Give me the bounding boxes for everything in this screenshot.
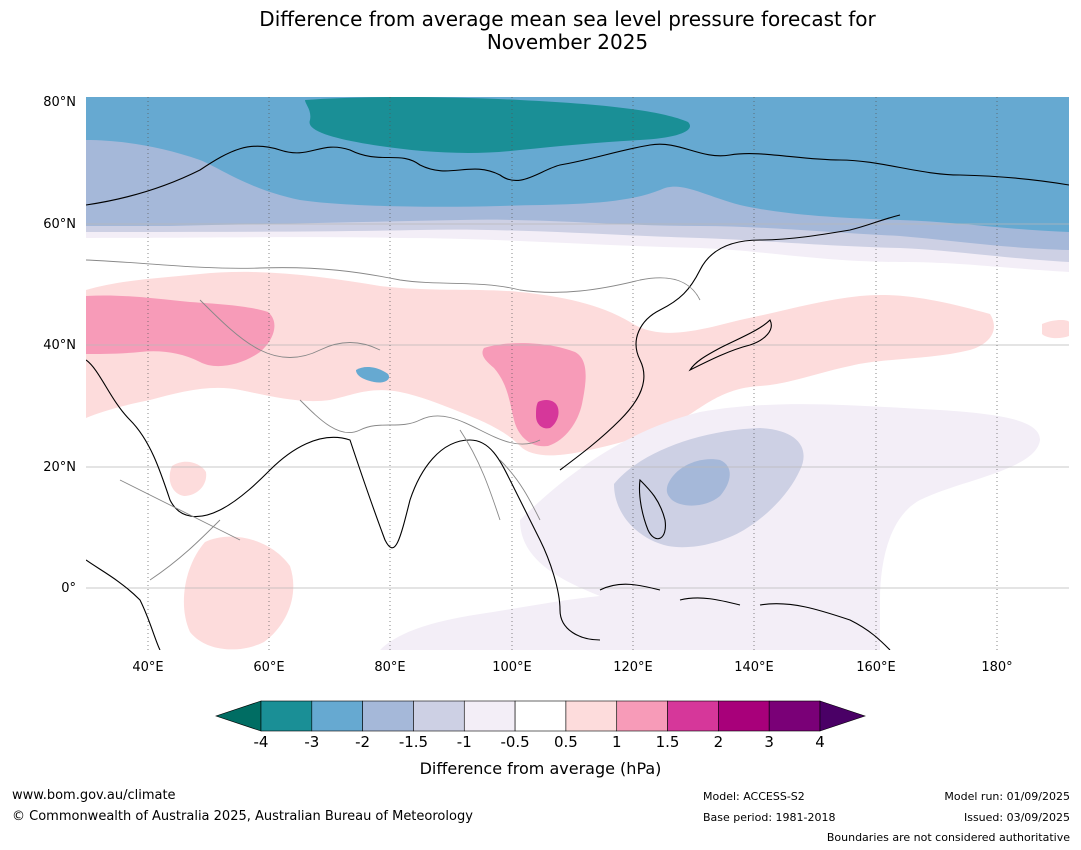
lat-label-40n: 40°N [43,338,76,353]
anomaly-region-plus-1-china [482,343,586,447]
colorbar-extend-low [215,700,262,732]
latitude-gridlines [86,223,1069,589]
lon-label-60e: 60°E [253,660,285,675]
map-content [86,97,1069,650]
colorbar-tick-label: -0.5 [500,733,530,751]
colorbar-tick-label: 0.5 [553,733,578,751]
issued-date: Issued: 03/09/2025 [963,811,1070,824]
lon-label-160e: 160°E [856,660,896,675]
model-run-date: Model run: 01/09/2025 [944,790,1070,803]
copyright-text: © Commonwealth of Australia 2025, Austra… [12,809,473,824]
colorbar-swatch [768,700,821,732]
colorbar-swatch [718,700,770,732]
colorbar-tick-label: -3 [304,733,320,751]
title-line-1: Difference from average mean sea level p… [259,7,876,31]
colorbar-swatches [215,700,866,732]
colorbar-swatch [667,700,719,732]
colorbar [215,700,866,732]
colorbar-swatch [260,700,313,732]
colorbar-tick-label: -4 [253,733,269,751]
colorbar-tick-label: 1.5 [655,733,680,751]
colorbar-tick-label: -1 [456,733,472,751]
website-link[interactable]: www.bom.gov.au/climate [12,788,176,803]
colorbar-tick-label: 2 [713,733,724,751]
chart-title: Difference from average mean sea level p… [0,8,1081,54]
colorbar-extend-high [819,700,866,732]
longitude-gridlines [147,97,998,650]
colorbar-title: Difference from average (hPa) [419,759,662,778]
anomaly-region-minus-4 [305,97,690,153]
base-period: Base period: 1981-2018 [703,811,836,824]
colorbar-swatch [616,700,668,732]
colorbar-swatch [514,700,567,732]
lat-label-20n: 20°N [43,460,76,475]
colorbar-swatch [311,700,363,732]
colorbar-tick-label: -1.5 [398,733,429,751]
colorbar-swatch [362,700,414,732]
title-line-2: November 2025 [486,30,649,54]
lon-label-80e: 80°E [374,660,406,675]
anomaly-region-minus-2-pacific [666,459,730,506]
lat-label-60n: 60°N [43,217,76,232]
model-name: Model: ACCESS-S2 [703,790,805,803]
colorbar-tick-label: 4 [815,733,825,751]
lat-label-0: 0° [61,581,76,596]
anomaly-region-plus-1-westasia [86,295,275,367]
anomaly-region-plus-1_5-china [536,400,559,429]
lon-label-180: 180° [981,660,1013,675]
lon-label-40e: 40°E [132,660,164,675]
colorbar-tick-label: -2 [355,733,371,751]
boundaries-note: Boundaries are not considered authoritat… [826,831,1070,844]
anomaly-region-plus-0_5-africa [183,536,294,650]
anomaly-region-plus-0_5-pacific [1042,320,1069,339]
lon-label-120e: 120°E [613,660,653,675]
colorbar-swatch [413,700,465,732]
pressure-anomaly-map [86,97,1069,650]
coastlines [86,143,1069,650]
anomaly-region-minus-1-tibet [356,367,390,383]
colorbar-swatch [565,700,618,732]
lon-label-140e: 140°E [734,660,774,675]
colorbar-tick-label: 3 [764,733,774,751]
colorbar-tick-label: 1 [611,733,622,751]
lon-label-100e: 100°E [492,660,532,675]
anomaly-region-plus-0_5-arabia [169,461,207,496]
country-boundaries [86,259,701,581]
lat-label-80n: 80°N [43,95,76,110]
colorbar-swatch [463,700,516,732]
